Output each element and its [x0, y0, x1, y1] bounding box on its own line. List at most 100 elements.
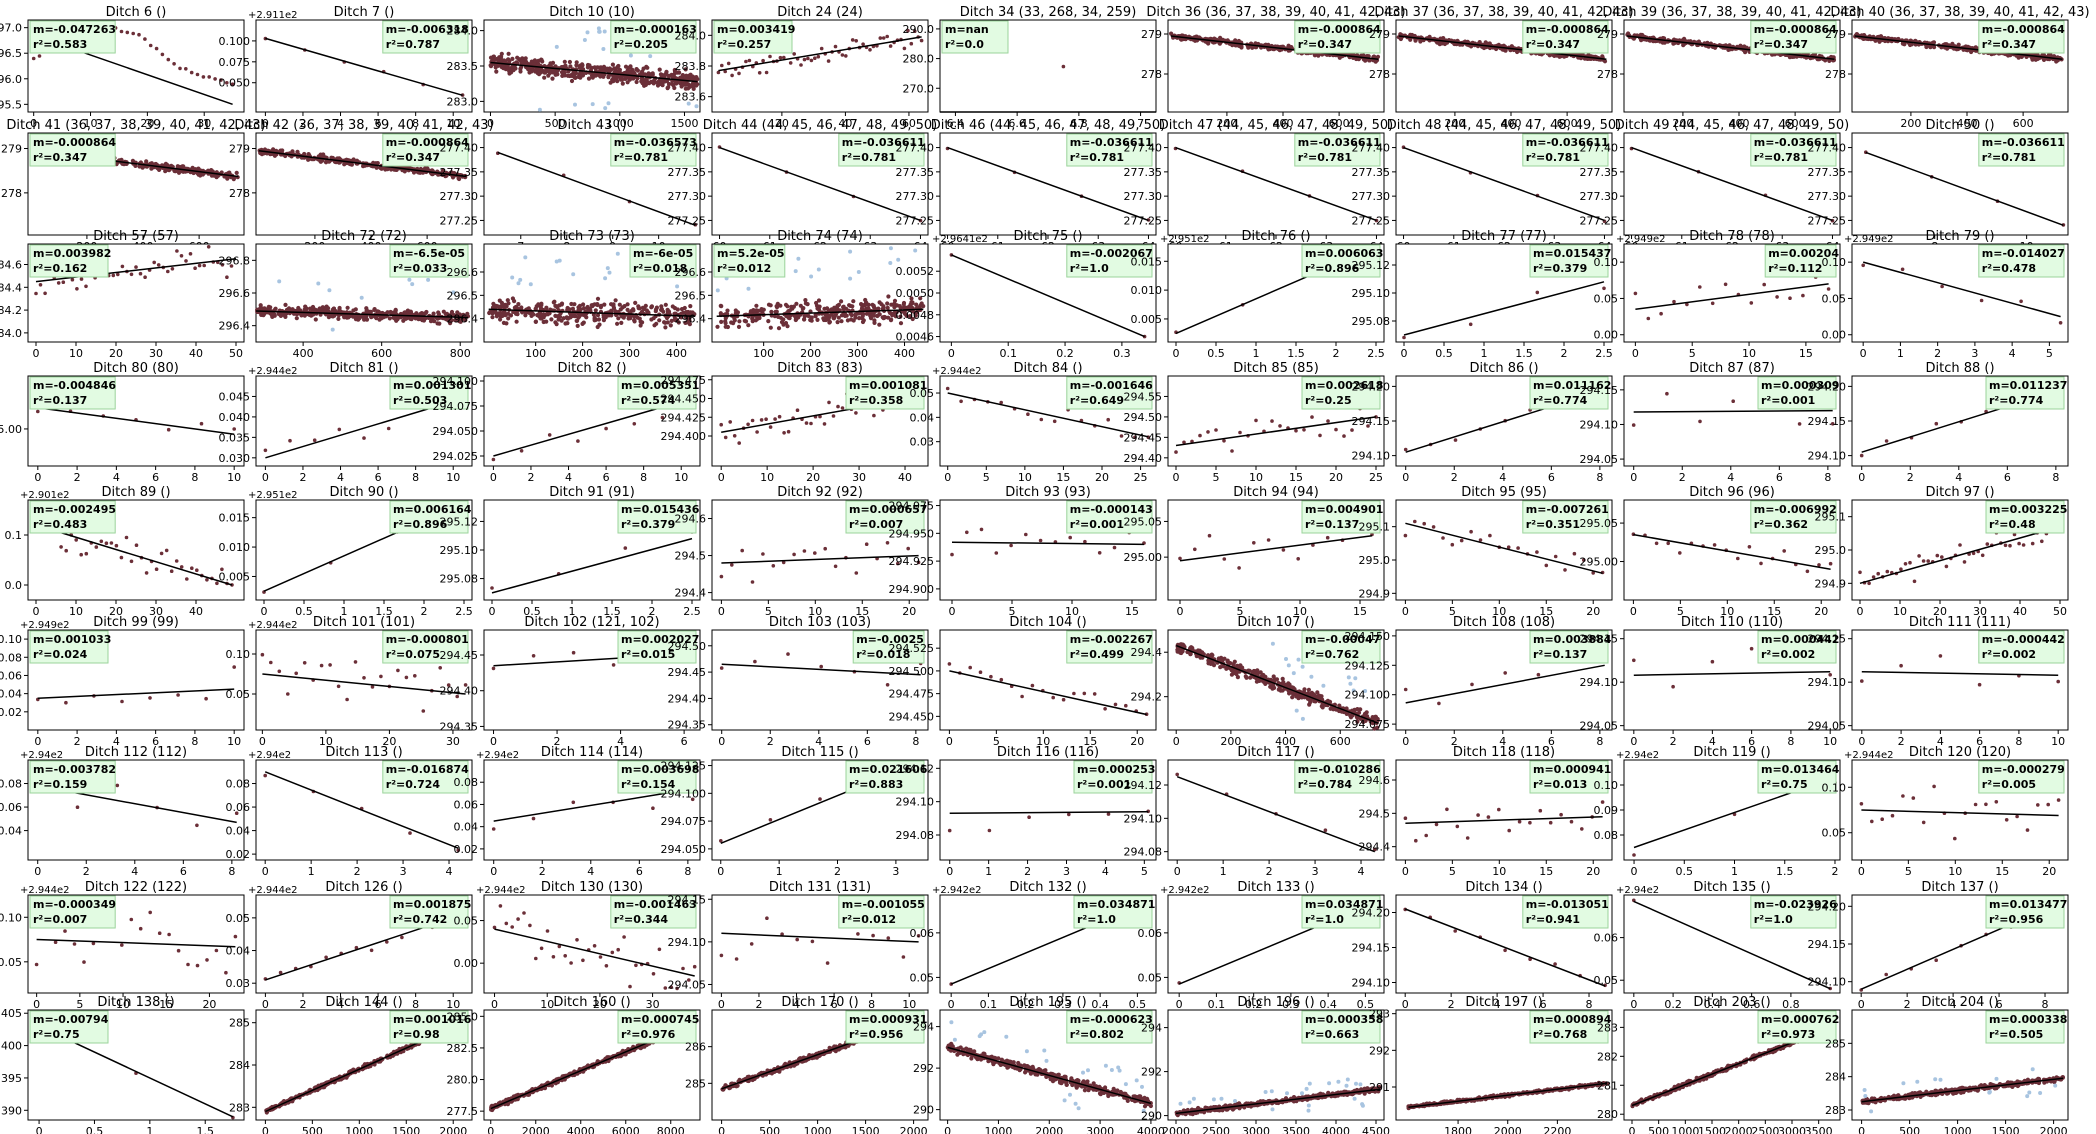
data-point	[875, 313, 880, 319]
data-point	[272, 313, 277, 318]
data-point	[111, 273, 116, 278]
data-point	[832, 305, 837, 310]
data-point	[299, 313, 304, 318]
data-point	[154, 567, 159, 571]
y-tick-label: 277.40	[1352, 142, 1391, 155]
y-tick-label: 0.00	[1822, 329, 1847, 342]
data-point	[888, 44, 893, 48]
data-point	[638, 323, 643, 328]
data-point	[75, 287, 79, 291]
x-tick-label: 0	[948, 347, 955, 360]
y-tick-label: 296.8	[219, 254, 251, 267]
x-tick-label: 20	[1095, 471, 1109, 484]
data-point	[1024, 532, 1028, 537]
slope-label: m=-0.000864	[1982, 23, 2065, 36]
data-point	[768, 303, 773, 308]
data-point	[337, 305, 342, 311]
x-tick-label: 0	[1860, 347, 1867, 360]
x-tick-label: 1.5	[1515, 347, 1533, 360]
data-point	[1334, 427, 1338, 432]
data-point	[570, 306, 576, 311]
x-tick-label: 0	[944, 471, 951, 484]
data-point	[888, 246, 893, 251]
data-point	[129, 559, 134, 564]
y-tick-label: 0.0052	[896, 265, 935, 278]
data-point	[169, 569, 174, 573]
data-point	[737, 71, 741, 76]
y-tick-label: 296.5	[675, 289, 707, 302]
data-point	[659, 307, 665, 312]
data-point	[392, 316, 397, 321]
y-tick-label: 277.35	[668, 166, 707, 179]
y-tick-label: 277.30	[1580, 190, 1619, 203]
subplot: 0 5 10 15 20 25294.40294.45294.50294.55Ditch …	[1124, 361, 1385, 484]
x-tick-label: 4	[1499, 471, 1506, 484]
r-squared-label: r²=0.781	[1298, 151, 1352, 164]
data-point	[1026, 412, 1030, 417]
data-point	[1239, 45, 1244, 50]
data-point	[1934, 421, 1939, 426]
data-point	[176, 170, 182, 175]
data-point	[36, 409, 40, 414]
data-point	[657, 318, 662, 323]
data-point	[632, 422, 637, 426]
data-point	[165, 162, 170, 168]
data-point	[199, 421, 204, 426]
data-point	[792, 52, 796, 56]
data-point	[804, 421, 809, 425]
data-point	[195, 568, 199, 572]
x-tick-label: 2	[299, 471, 306, 484]
data-point	[854, 39, 858, 43]
data-point	[814, 300, 819, 306]
data-point	[959, 399, 963, 404]
data-point	[1535, 290, 1540, 295]
data-point	[502, 59, 508, 64]
data-point	[670, 74, 675, 79]
data-point	[523, 255, 528, 260]
data-point	[1312, 53, 1317, 58]
data-point	[533, 319, 538, 324]
x-tick-label: 1	[1897, 347, 1904, 360]
data-point	[565, 305, 570, 311]
data-point	[1342, 434, 1346, 438]
subplot-title: Ditch 75 ()	[1013, 229, 1082, 244]
subplot: 0 10 20 30 400.00.1+2.901e2 Ditch 89 ()m=-0.0…	[5, 485, 245, 618]
x-tick-label: 40	[838, 117, 852, 130]
subplot-title: Ditch 41 (36, 37, 38, 39, 40, 41, 42, 43…	[6, 118, 265, 133]
data-point	[423, 310, 428, 315]
data-point	[638, 319, 643, 324]
y-tick-label: 294.10	[1808, 450, 1847, 463]
data-point	[672, 306, 678, 311]
data-point	[802, 57, 807, 62]
data-point	[1169, 31, 1174, 36]
data-point	[144, 571, 149, 575]
data-point	[612, 75, 617, 80]
data-point	[559, 301, 565, 306]
data-point	[188, 252, 193, 256]
data-point	[425, 167, 430, 172]
data-point	[358, 314, 363, 319]
data-point	[606, 101, 611, 106]
data-point	[866, 306, 871, 311]
data-point	[537, 107, 542, 112]
y-tick-label: 277.30	[896, 190, 935, 203]
data-point	[166, 427, 171, 432]
data-point	[877, 322, 882, 327]
data-point	[848, 276, 853, 281]
data-point	[262, 311, 267, 317]
y-tick-label: 278	[1825, 68, 1846, 81]
data-point	[573, 102, 577, 107]
y-tick-label: 0.045	[219, 390, 251, 403]
data-point	[294, 316, 299, 321]
data-point	[569, 301, 574, 307]
data-point	[619, 314, 624, 319]
subplot: 0 0.1 0.2 0.30.00460.00480.00500.0052+2.964…	[896, 229, 1157, 360]
y-tick-label: 294.20	[1352, 380, 1391, 393]
subplot-title: Ditch 57 (57)	[93, 229, 179, 244]
data-point	[31, 56, 36, 61]
data-point	[435, 321, 440, 326]
